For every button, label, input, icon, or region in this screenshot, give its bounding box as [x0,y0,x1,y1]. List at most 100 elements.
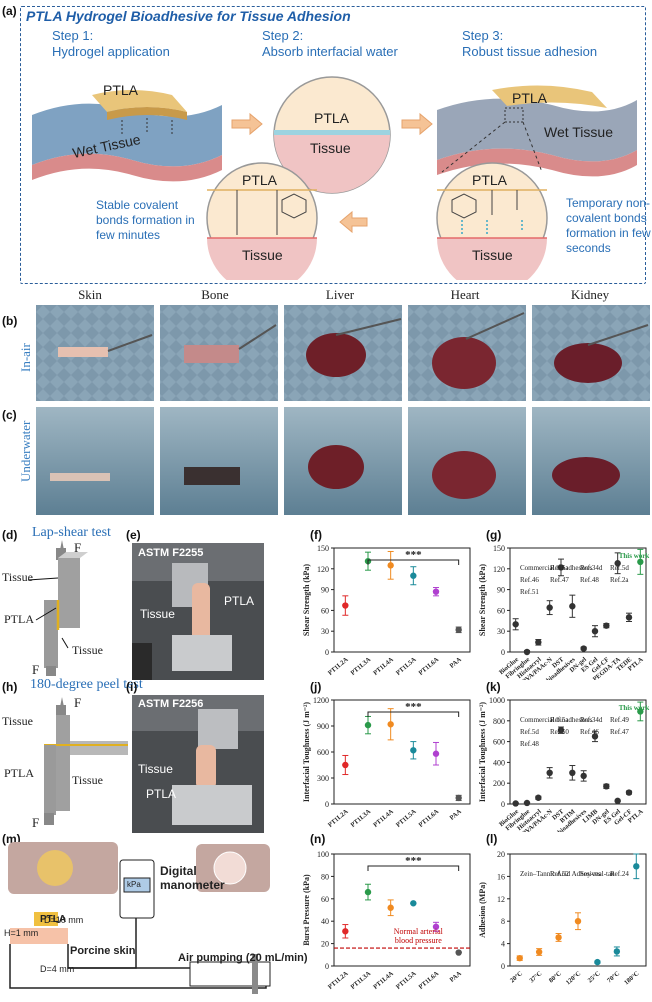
panel-h-label: (h) [2,680,18,694]
step3-ptla: PTLA [512,90,548,106]
y-axis-label: Burst Pressure (kPa) [302,874,311,946]
data-point [364,888,372,896]
x-tick-label: PT1L4A [372,970,395,991]
e-tissue-label: Tissue [140,607,175,621]
annotation-label: Ref.48 [520,740,539,748]
data-point [637,708,644,715]
significance-label: *** [405,855,422,867]
bond-circle2-ptla: PTLA [472,172,508,188]
this-work-label: This work [619,552,650,560]
y-tick-label: 0 [501,962,505,971]
i-ptla-label: PTLA [146,787,177,801]
step3-desc: Robust tissue adhesion [462,44,598,59]
annotation-label: Ref.5d [520,728,539,736]
y-tick-label: 1200 [313,696,329,705]
y-tick-label: 40 [321,917,329,926]
y-tick-label: 12 [497,895,505,904]
y-tick-label: 60 [321,895,329,904]
step1-desc: Hydrogel application [52,44,170,59]
data-point [364,721,372,729]
annotation-label: Ref.2a [610,576,629,584]
annotation-label: Ref.5d [610,564,629,572]
reference-label: Normal arterial [394,927,444,936]
data-point [387,562,394,569]
panel-g-label: (g) [486,528,502,542]
y-tick-label: 30 [497,627,505,636]
data-point [523,648,531,656]
e-ptla-label: PTLA [224,594,255,608]
significance-bracket [367,711,460,717]
data-point [594,958,601,966]
x-tick-label: 80°C [548,970,563,984]
x-tick-label: PT1L5A [395,970,418,991]
y-tick-label: 900 [317,722,329,731]
photo-astm-f2255 [132,543,264,680]
plot-frame [333,853,471,967]
lapshear-tissue-bottom: Tissue [72,643,103,657]
y-tick-label: 200 [493,779,505,788]
y-axis-label: Shear Strength (kPa) [478,564,487,636]
col-skin: Skin [78,287,102,302]
y-tick-label: 60 [321,606,329,615]
x-tick-label: PT1L6A [418,808,441,829]
annotation-label: Ref.34d [580,716,603,724]
y-tick-label: 8 [501,917,505,926]
y-tick-label: 600 [493,738,505,747]
kpa-label: kPa [127,880,141,889]
peel-ptla: PTLA [4,766,34,780]
annotation-label: Ref.50 [550,728,569,736]
porcine-label: Porcine skin [70,945,136,957]
significance-label: *** [405,701,422,713]
col-kidney: Kidney [570,287,610,302]
y-tick-label: 1000 [489,696,505,705]
lapshear-diagram [0,540,130,680]
data-point [410,900,417,907]
panel-a-illustration [22,60,642,280]
y-tick-label: 0 [501,648,505,657]
x-tick-label: PT1L6A [418,656,441,677]
data-point [580,772,587,780]
annotation-label: Ref.49 [610,716,629,724]
x-tick-label: 70°C [606,970,621,984]
x-tick-label: PT1L5A [395,656,418,677]
y-tick-label: 0 [325,648,329,657]
this-work-label: This work [619,704,650,712]
plot-frame [509,853,647,967]
data-point [455,626,462,634]
step2-tissue: Tissue [310,140,351,156]
data-point [591,733,599,740]
x-tick-label: 20°C [509,970,524,984]
x-tick-label: PT1L2A [327,970,350,991]
x-tick-label: 37°C [528,970,543,984]
col-heart: Heart [450,287,480,302]
data-point [625,789,633,796]
x-tick-label: PT1L4A [372,656,395,677]
data-point [613,948,621,955]
plot-frame [333,547,471,653]
y-tick-label: 600 [317,748,329,757]
data-point [432,923,440,930]
data-point [455,949,462,956]
manometer-label: Digital manometer [160,864,225,892]
data-point [603,622,610,629]
bond-circle1-ptla: PTLA [242,172,278,188]
bond-circle2-tissue: Tissue [472,247,513,263]
panel-n-label: (n) [310,832,326,846]
x-tick-label: PAA [449,970,464,984]
x-tick-label: PT1L6A [418,970,441,991]
photo-grid [36,305,650,519]
x-tick-label: 180°C [623,970,641,987]
data-point [455,794,462,802]
y-tick-label: 100 [317,850,329,859]
i-tissue-label: Tissue [138,762,173,776]
x-tick-label: PT1L3A [350,808,373,829]
data-point [546,604,553,611]
annotation-label: Zein–Tannic Acid Adhesives [520,870,601,878]
annotation-label: Ref.24 [610,870,629,878]
burst-setup-diagram [0,838,290,1002]
annotation-label: Ref.48 [580,576,599,584]
y-tick-label: 400 [493,758,505,767]
photo-astm-f2256 [132,695,264,833]
